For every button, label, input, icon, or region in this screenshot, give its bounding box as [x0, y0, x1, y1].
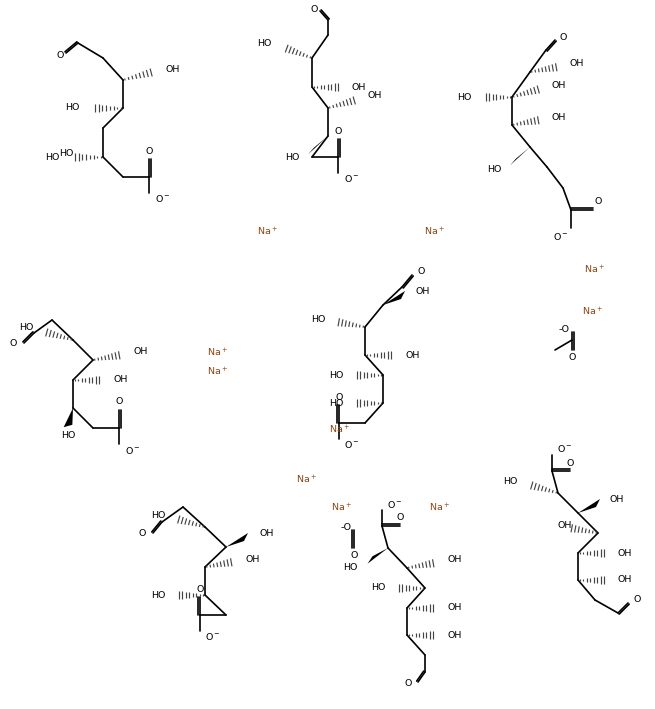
Text: O$^-$: O$^-$ — [344, 440, 360, 450]
Text: O$^-$: O$^-$ — [125, 445, 141, 455]
Text: OH: OH — [368, 91, 383, 101]
Text: O$^-$: O$^-$ — [205, 632, 221, 642]
Text: Na$^+$: Na$^+$ — [208, 347, 229, 359]
Text: OH: OH — [447, 630, 461, 640]
Text: O$^-$: O$^-$ — [155, 194, 171, 204]
Text: OH: OH — [570, 60, 584, 69]
Polygon shape — [367, 548, 388, 564]
Text: HO: HO — [344, 564, 358, 572]
Text: O: O — [335, 393, 343, 401]
Text: HO: HO — [371, 584, 385, 593]
Text: OH: OH — [245, 554, 259, 564]
Text: OH: OH — [447, 603, 461, 613]
Text: OH: OH — [618, 549, 632, 557]
Text: O: O — [56, 50, 64, 60]
Text: O: O — [196, 584, 204, 593]
Text: OH: OH — [259, 528, 273, 537]
Text: HO: HO — [151, 591, 165, 600]
Text: OH: OH — [558, 520, 572, 530]
Text: Na$^+$: Na$^+$ — [257, 226, 278, 238]
Text: HO: HO — [18, 323, 33, 333]
Text: HO: HO — [285, 154, 299, 162]
Text: -O: -O — [559, 325, 570, 335]
Text: HO: HO — [257, 40, 272, 48]
Text: HO: HO — [310, 315, 325, 323]
Text: Na$^+$: Na$^+$ — [297, 474, 318, 486]
Polygon shape — [226, 533, 248, 547]
Text: HO: HO — [504, 476, 518, 486]
Text: Na$^+$: Na$^+$ — [208, 366, 229, 378]
Text: OH: OH — [610, 494, 624, 503]
Text: OH: OH — [165, 65, 179, 74]
Text: O: O — [350, 550, 358, 559]
Text: O: O — [139, 530, 146, 539]
Text: HO: HO — [151, 510, 165, 520]
Text: O$^-$: O$^-$ — [344, 174, 360, 184]
Polygon shape — [510, 147, 530, 165]
Text: HO: HO — [60, 150, 74, 159]
Text: HO: HO — [46, 152, 60, 162]
Polygon shape — [64, 408, 73, 428]
Text: Na$^+$: Na$^+$ — [424, 226, 445, 238]
Polygon shape — [83, 128, 103, 148]
Text: OH: OH — [133, 347, 147, 357]
Text: O: O — [310, 4, 318, 13]
Text: Na$^+$: Na$^+$ — [584, 264, 606, 276]
Text: OH: OH — [113, 376, 127, 384]
Polygon shape — [578, 499, 600, 513]
Text: O: O — [145, 147, 153, 155]
Text: -O: -O — [341, 523, 352, 532]
Text: Na$^+$: Na$^+$ — [582, 306, 603, 318]
Text: HO: HO — [458, 92, 472, 101]
Text: O$^-$: O$^-$ — [553, 230, 569, 242]
Polygon shape — [383, 291, 405, 305]
Text: OH: OH — [552, 113, 567, 121]
Text: HO: HO — [66, 104, 80, 113]
Text: HO: HO — [329, 398, 343, 408]
Text: O: O — [418, 267, 425, 277]
Text: O: O — [405, 679, 412, 688]
Text: O: O — [634, 596, 641, 605]
Text: Na$^+$: Na$^+$ — [329, 424, 350, 436]
Text: HO: HO — [61, 430, 75, 440]
Text: O: O — [396, 513, 403, 523]
Text: HO: HO — [487, 164, 501, 174]
Text: O$^-$: O$^-$ — [557, 444, 572, 454]
Text: OH: OH — [447, 555, 461, 564]
Text: Na$^+$: Na$^+$ — [331, 502, 352, 514]
Text: O: O — [569, 354, 576, 362]
Text: OH: OH — [352, 82, 366, 91]
Text: O: O — [10, 340, 17, 349]
Text: O: O — [594, 198, 602, 206]
Text: OH: OH — [405, 350, 419, 359]
Text: O: O — [334, 126, 342, 135]
Text: O: O — [560, 33, 567, 43]
Text: O: O — [115, 398, 122, 406]
Text: Na$^+$: Na$^+$ — [430, 502, 451, 514]
Text: OH: OH — [416, 286, 430, 296]
Text: HO: HO — [329, 371, 343, 379]
Text: O: O — [567, 459, 574, 467]
Polygon shape — [308, 136, 328, 155]
Text: OH: OH — [552, 81, 567, 89]
Text: O$^-$: O$^-$ — [387, 498, 403, 510]
Text: OH: OH — [618, 576, 632, 584]
